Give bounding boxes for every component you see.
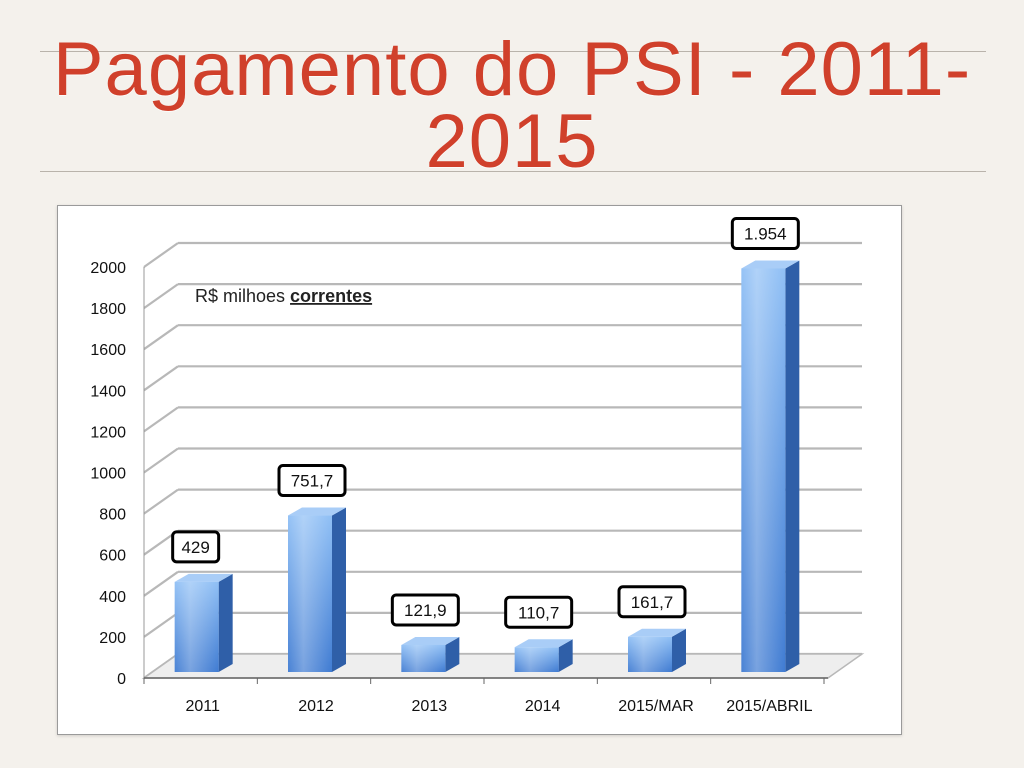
y-tick-label: 1000 [90,466,126,483]
bar-gloss [401,644,446,672]
data-label-box [617,585,687,619]
bar-top [401,636,460,645]
bar-side [332,507,346,672]
bar-side [218,573,233,672]
data-label: 161,7 [631,593,674,612]
axis-layer: 0 200 400 600 800 1000 1200 1400 1600 1800 2000 [90,260,828,688]
bar-chart: 0 200 400 600 800 1000 1200 1400 1600 1800 2000 20… [90,216,865,715]
y-tick-label: 600 [99,548,126,565]
bar-layer [174,260,800,672]
gridline-depth [143,283,179,309]
slide-title-line-2: 2015 [425,99,599,184]
y-tick-label: 1600 [90,342,126,359]
y-tick-label: 1200 [90,424,126,441]
annotation-emphasis: correntes [290,286,372,306]
data-label: 121,9 [404,601,447,620]
bar-gloss [628,636,672,672]
data-label-box [277,464,347,498]
x-category-label: 2011 [185,698,220,715]
gridline-depth [143,365,179,392]
y-tick-label: 1400 [90,383,126,400]
slide-title-line-1: Pagamento do PSI - 2011- [52,27,972,112]
gridline-depth [143,488,179,515]
y-tick-label: 800 [99,507,126,524]
gridline-depth [143,612,179,638]
bar-top [628,628,686,637]
chart-frame: 0 200 400 600 800 1000 1200 1400 1600 1800 2000 20… [57,205,902,735]
gridline-depth [143,324,179,351]
y-tick-label: 200 [99,630,126,647]
bar-gloss [741,268,786,672]
y-tick-label: 1800 [90,301,126,318]
x-category-label: 2015/MAR [618,698,694,715]
bar-gloss [514,647,559,672]
data-label-box [171,530,221,564]
gridline-depth [143,570,179,597]
data-label: 751,7 [291,472,334,491]
data-label: 1.954 [744,224,787,243]
bar-top [174,573,233,582]
bar-gloss [288,515,332,672]
slide-title: Pagamento do PSI - 2011- 2015 [0,27,1024,184]
bar-side [672,628,686,672]
bar-top [741,260,800,269]
x-category-label: 2013 [412,698,448,715]
bar-gloss [174,581,219,672]
data-label-box [504,595,574,629]
x-category-label: 2015/ABRIL [726,698,812,715]
data-label-box [390,593,460,627]
gridline-depth [143,406,179,433]
bar-side [558,639,573,672]
gridline-depth [143,242,179,268]
annotation-prefix: R$ milhoes [195,286,290,306]
chart-annotation: R$ milhoes correntes [195,286,372,306]
data-label: 429 [181,538,209,557]
bar-top [288,507,346,516]
label-layer: 2011 429 2012 751,7 2013 121,9 2014 110,7 2015/M… [171,216,813,715]
gridline-depth [143,447,179,474]
data-label: 110,7 [518,603,559,622]
bar-top [514,639,573,648]
data-label-box [730,216,800,250]
title-bottom-rule [40,171,986,172]
bar-side [445,636,460,672]
bar-side [785,260,800,672]
x-category-label: 2012 [298,698,334,715]
y-tick-label: 400 [99,589,126,606]
x-category-label: 2014 [525,698,561,715]
y-tick-label: 0 [117,671,126,688]
title-top-rule [40,51,986,52]
y-tick-label: 2000 [90,260,126,277]
